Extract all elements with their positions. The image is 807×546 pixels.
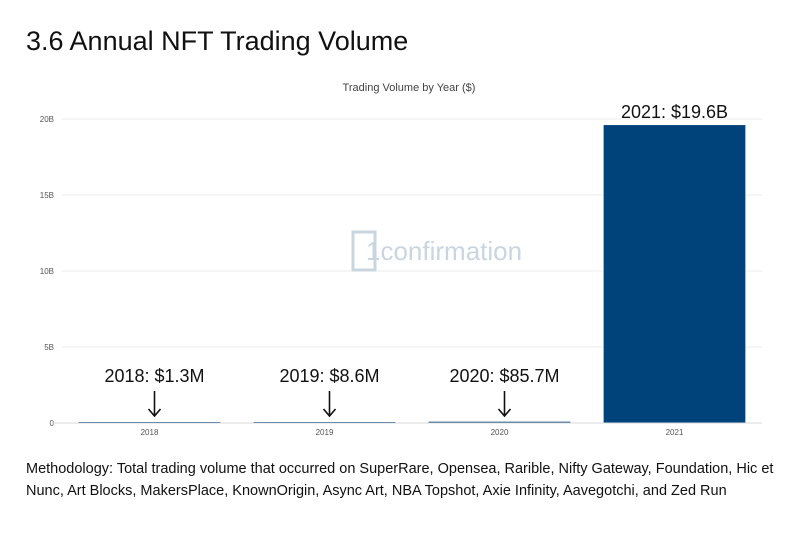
bars: [78, 125, 746, 423]
bar-chart: Trading Volume by Year ($) 1confirmation…: [40, 82, 762, 437]
x-tick-label: 2019: [316, 428, 334, 437]
annotations: 2018: $1.3M 2019: $8.6M 2020: $85.7M 2021: …: [104, 102, 728, 418]
data-label: 2020: $85.7M: [449, 366, 559, 386]
y-tick-label: 20B: [40, 115, 54, 124]
data-label: 2018: $1.3M: [104, 366, 204, 386]
chart-title: Trading Volume by Year ($): [343, 82, 476, 94]
watermark-logo: 1confirmation: [351, 230, 522, 272]
watermark-text: 1confirmation: [366, 236, 522, 266]
x-tick-label: 2021: [666, 428, 684, 437]
y-tick-label: 5B: [44, 343, 54, 352]
arrow-head-icon: [497, 408, 512, 418]
page-title: 3.6 Annual NFT Trading Volume: [26, 26, 409, 56]
bar-2021: [603, 125, 746, 423]
x-axis: 2018 2019 2020 2021: [141, 428, 684, 437]
methodology-note: Methodology: Total trading volume that o…: [26, 461, 774, 499]
x-tick-label: 2020: [491, 428, 509, 437]
arrow-head-icon: [322, 408, 337, 418]
arrow-head-icon: [147, 408, 162, 418]
data-label: 2019: $8.6M: [279, 366, 379, 386]
data-label: 2021: $19.6B: [621, 102, 728, 122]
bar-2020: [428, 421, 571, 423]
y-tick-label: 10B: [40, 267, 54, 276]
y-tick-label: 15B: [40, 191, 54, 200]
x-tick-label: 2018: [141, 428, 159, 437]
